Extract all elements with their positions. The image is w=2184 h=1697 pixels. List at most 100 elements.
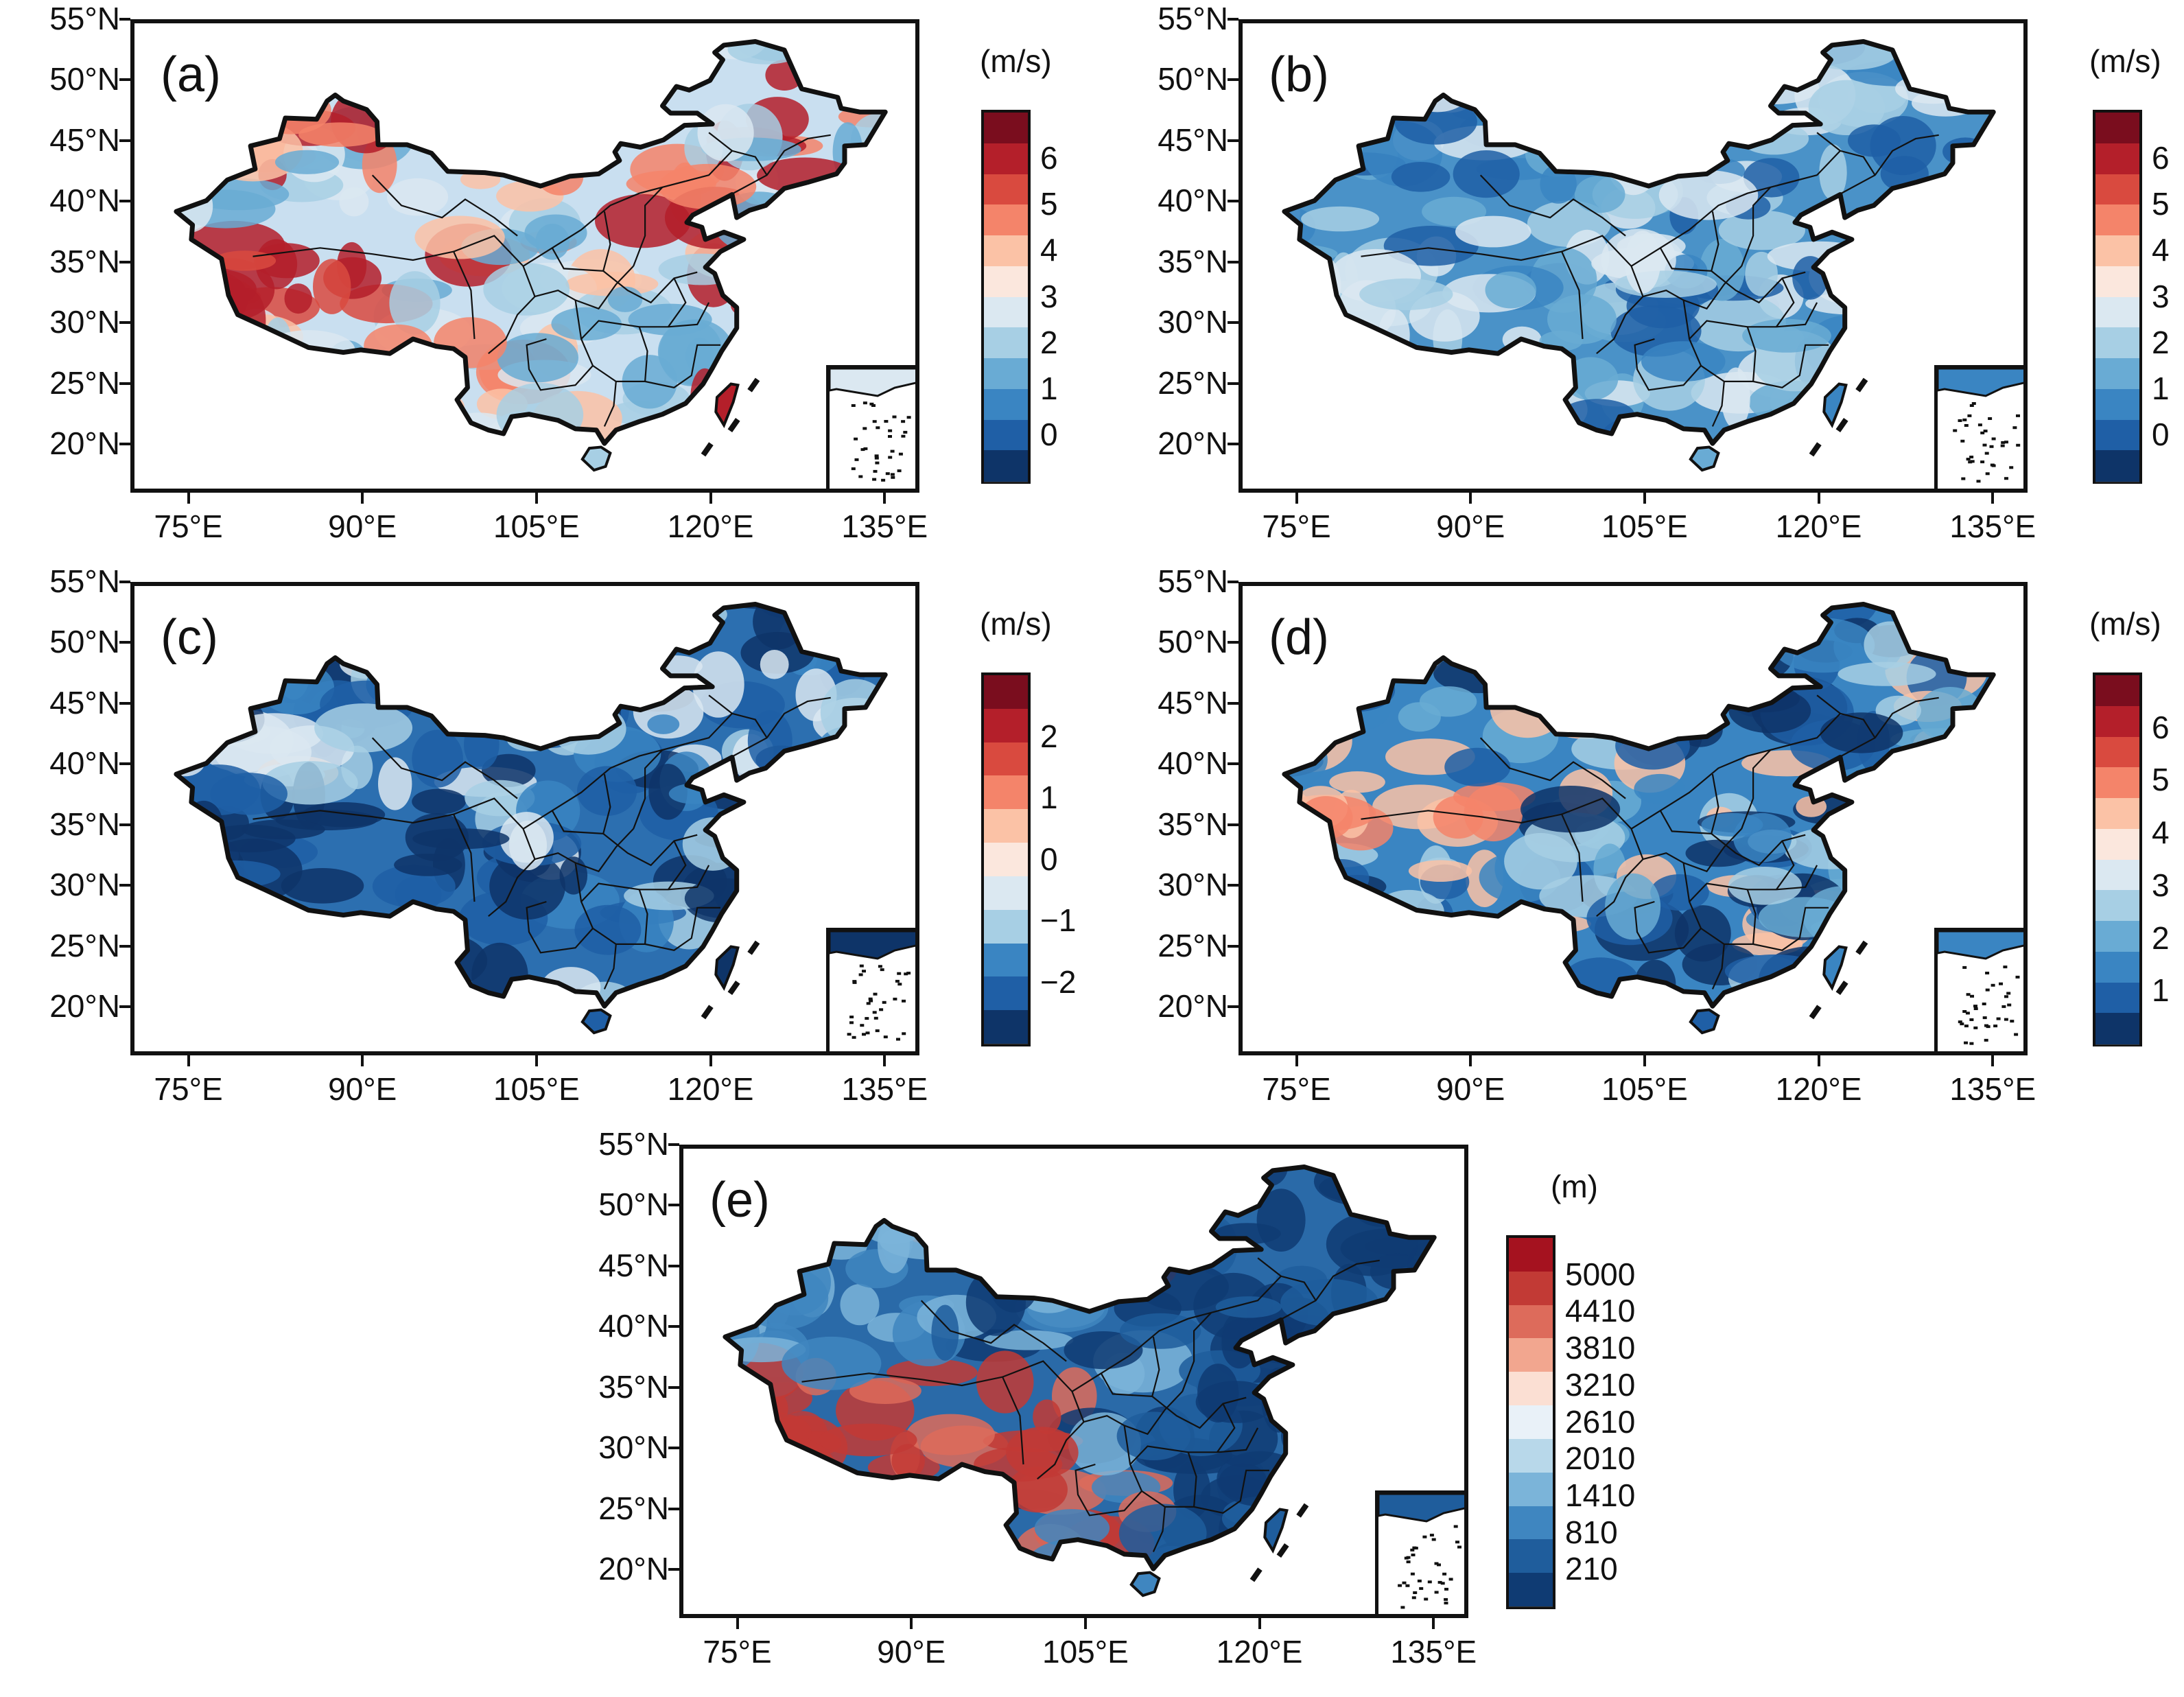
island-mark <box>1809 442 1822 457</box>
province-boundary <box>580 882 639 902</box>
province-boundary <box>1083 1391 1183 1436</box>
lat-tick-mark <box>119 321 130 325</box>
lat-tick-mark <box>119 139 130 142</box>
lon-tick-label: 105°E <box>1601 508 1688 544</box>
lat-tick-label: 50°N <box>49 624 120 660</box>
colorbar-segment <box>1509 1539 1553 1574</box>
lat-tick-mark <box>668 1264 679 1267</box>
lat-tick-label: 45°N <box>1158 121 1228 158</box>
province-boundary <box>708 694 768 738</box>
island-mark <box>1809 1005 1822 1020</box>
lat-tick-mark <box>1228 762 1238 766</box>
island-mark <box>747 940 760 955</box>
colorbar-segment <box>2095 296 2139 329</box>
colorbar-segment <box>1509 1506 1553 1541</box>
province-boundary <box>1816 694 1876 738</box>
province-boundary <box>580 320 639 340</box>
colorbar-tick-label: 6 <box>1040 140 1058 176</box>
lat-tick-mark <box>119 78 130 82</box>
colorbar-segment <box>2095 951 2139 983</box>
colorbar-segment <box>984 775 1028 810</box>
colorbar-segment <box>2095 419 2139 452</box>
colorbar-tick-label: 0 <box>1040 841 1058 877</box>
hainan-island <box>1689 1008 1720 1035</box>
lat-tick-label: 35°N <box>1158 243 1228 279</box>
colorbar-tick-label: 210 <box>1565 1551 1618 1587</box>
map-frame-a <box>130 19 919 493</box>
colorbar-segment <box>984 843 1028 878</box>
province-boundary <box>1643 266 1742 310</box>
province-boundary <box>1689 320 1748 340</box>
lon-tick-label: 120°E <box>1775 1071 1862 1107</box>
colorbar-segment <box>1509 1238 1553 1273</box>
colorbar-segment <box>2095 174 2139 206</box>
lat-tick-mark <box>119 581 130 583</box>
lon-tick-label: 105°E <box>493 508 580 544</box>
island-mark <box>1296 1503 1309 1518</box>
panel-b: 55°N 50°N 45°N 40°N 35°N 30°N 25°N 20°N 75°E 90°E… <box>1091 0 2184 563</box>
lat-tick-mark <box>119 641 130 644</box>
colorbar-segment <box>2095 921 2139 953</box>
colorbar-segment <box>984 708 1028 744</box>
province-boundary <box>253 247 475 340</box>
lat-tick-label: 50°N <box>598 1186 669 1223</box>
unit-label-c: (m/s) <box>980 606 1052 642</box>
lon-tick-mark <box>709 493 712 504</box>
lat-tick-mark <box>1228 18 1238 21</box>
lon-tick-mark <box>361 493 364 504</box>
lon-tick-label: 120°E <box>1216 1634 1303 1670</box>
lon-tick-mark <box>187 1055 190 1066</box>
province-boundary <box>1479 737 1626 799</box>
colorbar-tick-label: 1 <box>2152 370 2170 406</box>
lon-tick-label: 90°E <box>328 508 397 544</box>
province-boundary <box>1479 174 1626 237</box>
panel-label-d: (d) <box>1269 610 1329 665</box>
lat-tick-label: 55°N <box>1158 563 1228 599</box>
province-boundary <box>526 300 594 391</box>
colorbar-segment <box>2095 388 2139 421</box>
lon-tick-mark <box>1469 493 1472 504</box>
lat-tick-label: 40°N <box>49 183 120 219</box>
colorbar-segment <box>2095 675 2139 707</box>
colorbar-segment <box>2095 450 2139 482</box>
colorbar-segment <box>1509 1438 1553 1474</box>
colorbar-segment <box>984 174 1028 206</box>
province-boundary <box>1746 865 1818 944</box>
island-mark <box>727 418 740 432</box>
lat-tick-mark <box>119 260 130 264</box>
colorbar-segment <box>2095 736 2139 769</box>
colorbar-tick-label: 1 <box>1040 780 1058 815</box>
south-china-sea-inset-d <box>1934 928 2023 1051</box>
colorbar-segment <box>984 235 1028 268</box>
colorbar-segment <box>984 296 1028 329</box>
lat-tick-label: 20°N <box>598 1551 669 1587</box>
colorbar-tick-label: 5 <box>1040 186 1058 222</box>
colorbar-segment <box>2095 890 2139 922</box>
colorbar-segment <box>1509 1472 1553 1508</box>
colorbar-segment <box>2095 266 2139 298</box>
lat-tick-label: 25°N <box>1158 927 1228 963</box>
colorbar-tick-label: 4 <box>2152 232 2170 268</box>
colorbar-c <box>981 672 1031 1046</box>
province-boundary <box>1700 906 1829 951</box>
colorbar-segment <box>984 876 1028 911</box>
colorbar-segment <box>984 675 1028 710</box>
colorbar-tick-label: 3 <box>1040 278 1058 314</box>
lon-tick-label: 135°E <box>841 1071 928 1107</box>
map-canvas-b <box>1282 39 1996 472</box>
colorbar-segment <box>2095 204 2139 237</box>
province-boundary <box>1711 833 1806 867</box>
province-boundary <box>1838 134 1939 196</box>
province-boundary <box>371 174 518 237</box>
lon-tick-label: 135°E <box>1390 1634 1477 1670</box>
colorbar-tick-label: 2 <box>2152 920 2170 956</box>
lat-tick-mark <box>668 1325 679 1329</box>
province-boundary <box>1711 270 1806 304</box>
lat-tick-label: 50°N <box>1158 624 1228 660</box>
island-mark <box>701 442 714 457</box>
lat-tick-mark <box>119 1005 130 1009</box>
province-boundary <box>685 713 733 745</box>
province-boundary <box>1659 211 1719 272</box>
province-boundary <box>1776 841 1795 890</box>
lat-tick-label: 25°N <box>49 364 120 401</box>
